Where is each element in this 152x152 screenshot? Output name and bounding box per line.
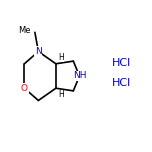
Text: HCl: HCl: [112, 58, 131, 68]
Text: O: O: [21, 84, 28, 93]
Text: H: H: [58, 90, 64, 99]
Text: N: N: [35, 47, 42, 56]
Text: H: H: [58, 53, 64, 62]
Text: NH: NH: [73, 71, 86, 81]
Text: HCl: HCl: [112, 78, 131, 88]
Text: Me: Me: [18, 26, 30, 35]
